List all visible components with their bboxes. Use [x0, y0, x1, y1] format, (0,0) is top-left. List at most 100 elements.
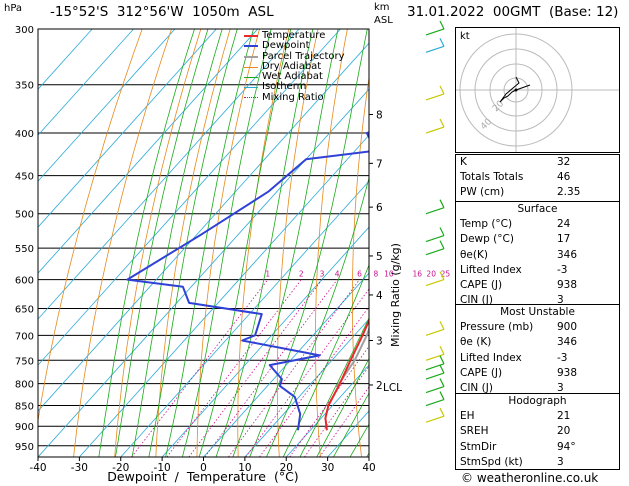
temperature-tick-label: 30	[321, 462, 334, 474]
hodograph-chart: kt 20 40	[456, 28, 619, 152]
temperature-tick-label: -10	[154, 462, 171, 474]
pressure-tick-label: 500	[15, 210, 34, 221]
km-tick-label: 6	[376, 202, 383, 214]
wind-barb-icon	[425, 240, 445, 256]
km-tick-label: 3	[376, 335, 383, 347]
hodograph-trace	[499, 76, 520, 103]
wind-barb-flag	[439, 391, 445, 400]
sounding-profiles	[126, 131, 369, 431]
pressure-tick-label: 950	[15, 442, 34, 453]
isotherm-line	[203, 272, 369, 457]
most-unstable-row: CIN (J) 3	[456, 381, 619, 396]
wind-barb-flag	[439, 20, 445, 30]
legend-item: Temperature	[244, 30, 345, 41]
pressure-axis: 300 350 400 450 500 550 600 650 700 750 800 850 900 9…	[15, 25, 34, 453]
wind-barb-staff	[425, 279, 445, 287]
wind-barb-staff	[425, 363, 445, 371]
pressure-tick-label: 800	[15, 380, 34, 391]
dry-adiabat-line	[114, 29, 202, 457]
hodograph-row: EH 21	[456, 409, 619, 424]
wind-barb-flag	[439, 321, 445, 330]
hodograph-value: 3	[557, 455, 564, 468]
index-label: PW (cm)	[460, 186, 505, 199]
legend-item: Parcel Trajectory	[244, 51, 345, 62]
wind-barb-staff	[425, 126, 445, 134]
hodograph-panel: kt 20 40	[455, 27, 620, 153]
most-unstable-value: 346	[557, 336, 578, 349]
surface-value: 938	[557, 278, 578, 291]
legend-swatch	[244, 97, 258, 99]
hodograph-center	[514, 88, 518, 92]
isotherm-line	[38, 29, 176, 182]
temperature-tick-label: -30	[71, 462, 88, 474]
hodograph-row: SREH 20	[456, 424, 619, 439]
asl-unit-label: ASL	[374, 15, 393, 26]
dry-adiabat-line	[351, 74, 369, 457]
hodograph-table-title: Hodograph	[508, 395, 567, 407]
isotherm-line	[79, 134, 369, 457]
wind-barb-icon	[425, 321, 445, 336]
mixing-ratio-label: 3	[320, 270, 325, 279]
mixing-ratio-label: 2	[299, 270, 304, 279]
most-unstable-value: 938	[557, 366, 578, 379]
pressure-tick-label: 850	[15, 402, 34, 413]
wind-barb-staff	[425, 398, 445, 407]
legend-label: Dewpoint	[262, 40, 310, 52]
surface-row: CAPE (J) 938	[456, 278, 619, 293]
isotherm-line	[38, 29, 341, 366]
parcel-trajectory-line	[335, 326, 369, 388]
wind-barb-icon	[425, 38, 445, 53]
surface-value: 24	[557, 218, 571, 231]
wet-adiabat-line	[98, 29, 195, 457]
surface-value: 346	[557, 248, 578, 261]
legend-swatch	[244, 76, 258, 78]
wind-barb-staff	[425, 45, 445, 53]
pressure-tick-label: 700	[15, 331, 34, 342]
legend-label: Wet Adiabat	[262, 71, 323, 83]
most-unstable-row: θe (K) 346	[456, 335, 619, 350]
legend-swatch	[244, 45, 258, 48]
legend-item: Mixing Ratio	[244, 92, 345, 103]
most-unstable-row: Lifted Index -3	[456, 351, 619, 366]
temperature-line	[324, 318, 369, 431]
km-axis: 8 7 6 5 4 3 2 LCL	[369, 109, 402, 394]
wet-adiabat-line	[282, 263, 369, 457]
wet-adiabat-line	[115, 29, 209, 457]
surface-value: 3	[557, 294, 564, 307]
hodograph-ring-label: 20	[491, 99, 506, 114]
mixing-ratio-label: 1	[265, 270, 270, 279]
pressure-tick-label: 600	[15, 276, 34, 287]
temperature-tick-label: 20	[280, 462, 293, 474]
km-tick-label: 2	[376, 380, 383, 392]
legend-swatch	[244, 87, 258, 89]
most-unstable-value: -3	[557, 351, 568, 364]
wind-barb-flag	[439, 407, 445, 417]
most-unstable-value: 3	[557, 381, 564, 394]
wind-barb-flag	[439, 85, 445, 95]
wind-barb-staff	[425, 28, 445, 36]
wind-barb-staff	[425, 234, 445, 243]
surface-row: CIN (J) 3	[456, 293, 619, 308]
wind-barb-staff	[425, 372, 445, 380]
wet-adiabat-line	[131, 29, 223, 457]
wet-adiabat-line	[299, 317, 369, 457]
indices-table: K 32 Totals Totals 46 PW (cm) 2.35	[455, 154, 620, 202]
isotherm-line	[38, 29, 93, 90]
dry-adiabat-line	[276, 29, 319, 457]
wind-barb-staff	[425, 248, 445, 256]
dewpoint-line	[126, 131, 369, 431]
wet-adiabat-line	[232, 29, 339, 457]
hodograph-row: StmSpd (kt) 3	[456, 455, 619, 470]
hodograph-value: 21	[557, 410, 571, 423]
wind-barb-flag	[439, 355, 445, 365]
hodograph-label: SREH	[460, 425, 489, 438]
wind-barbs	[425, 20, 445, 423]
most-unstable-label: Lifted Index	[460, 351, 522, 364]
mixing-ratio-line	[304, 365, 369, 457]
wind-barb-flag	[439, 346, 445, 355]
copyright-footer: © weatheronline.co.uk	[461, 471, 599, 485]
surface-row: Temp (°C) 24	[456, 217, 619, 232]
dry-adiabat-line	[155, 29, 231, 457]
pressure-tick-label: 400	[15, 129, 34, 140]
